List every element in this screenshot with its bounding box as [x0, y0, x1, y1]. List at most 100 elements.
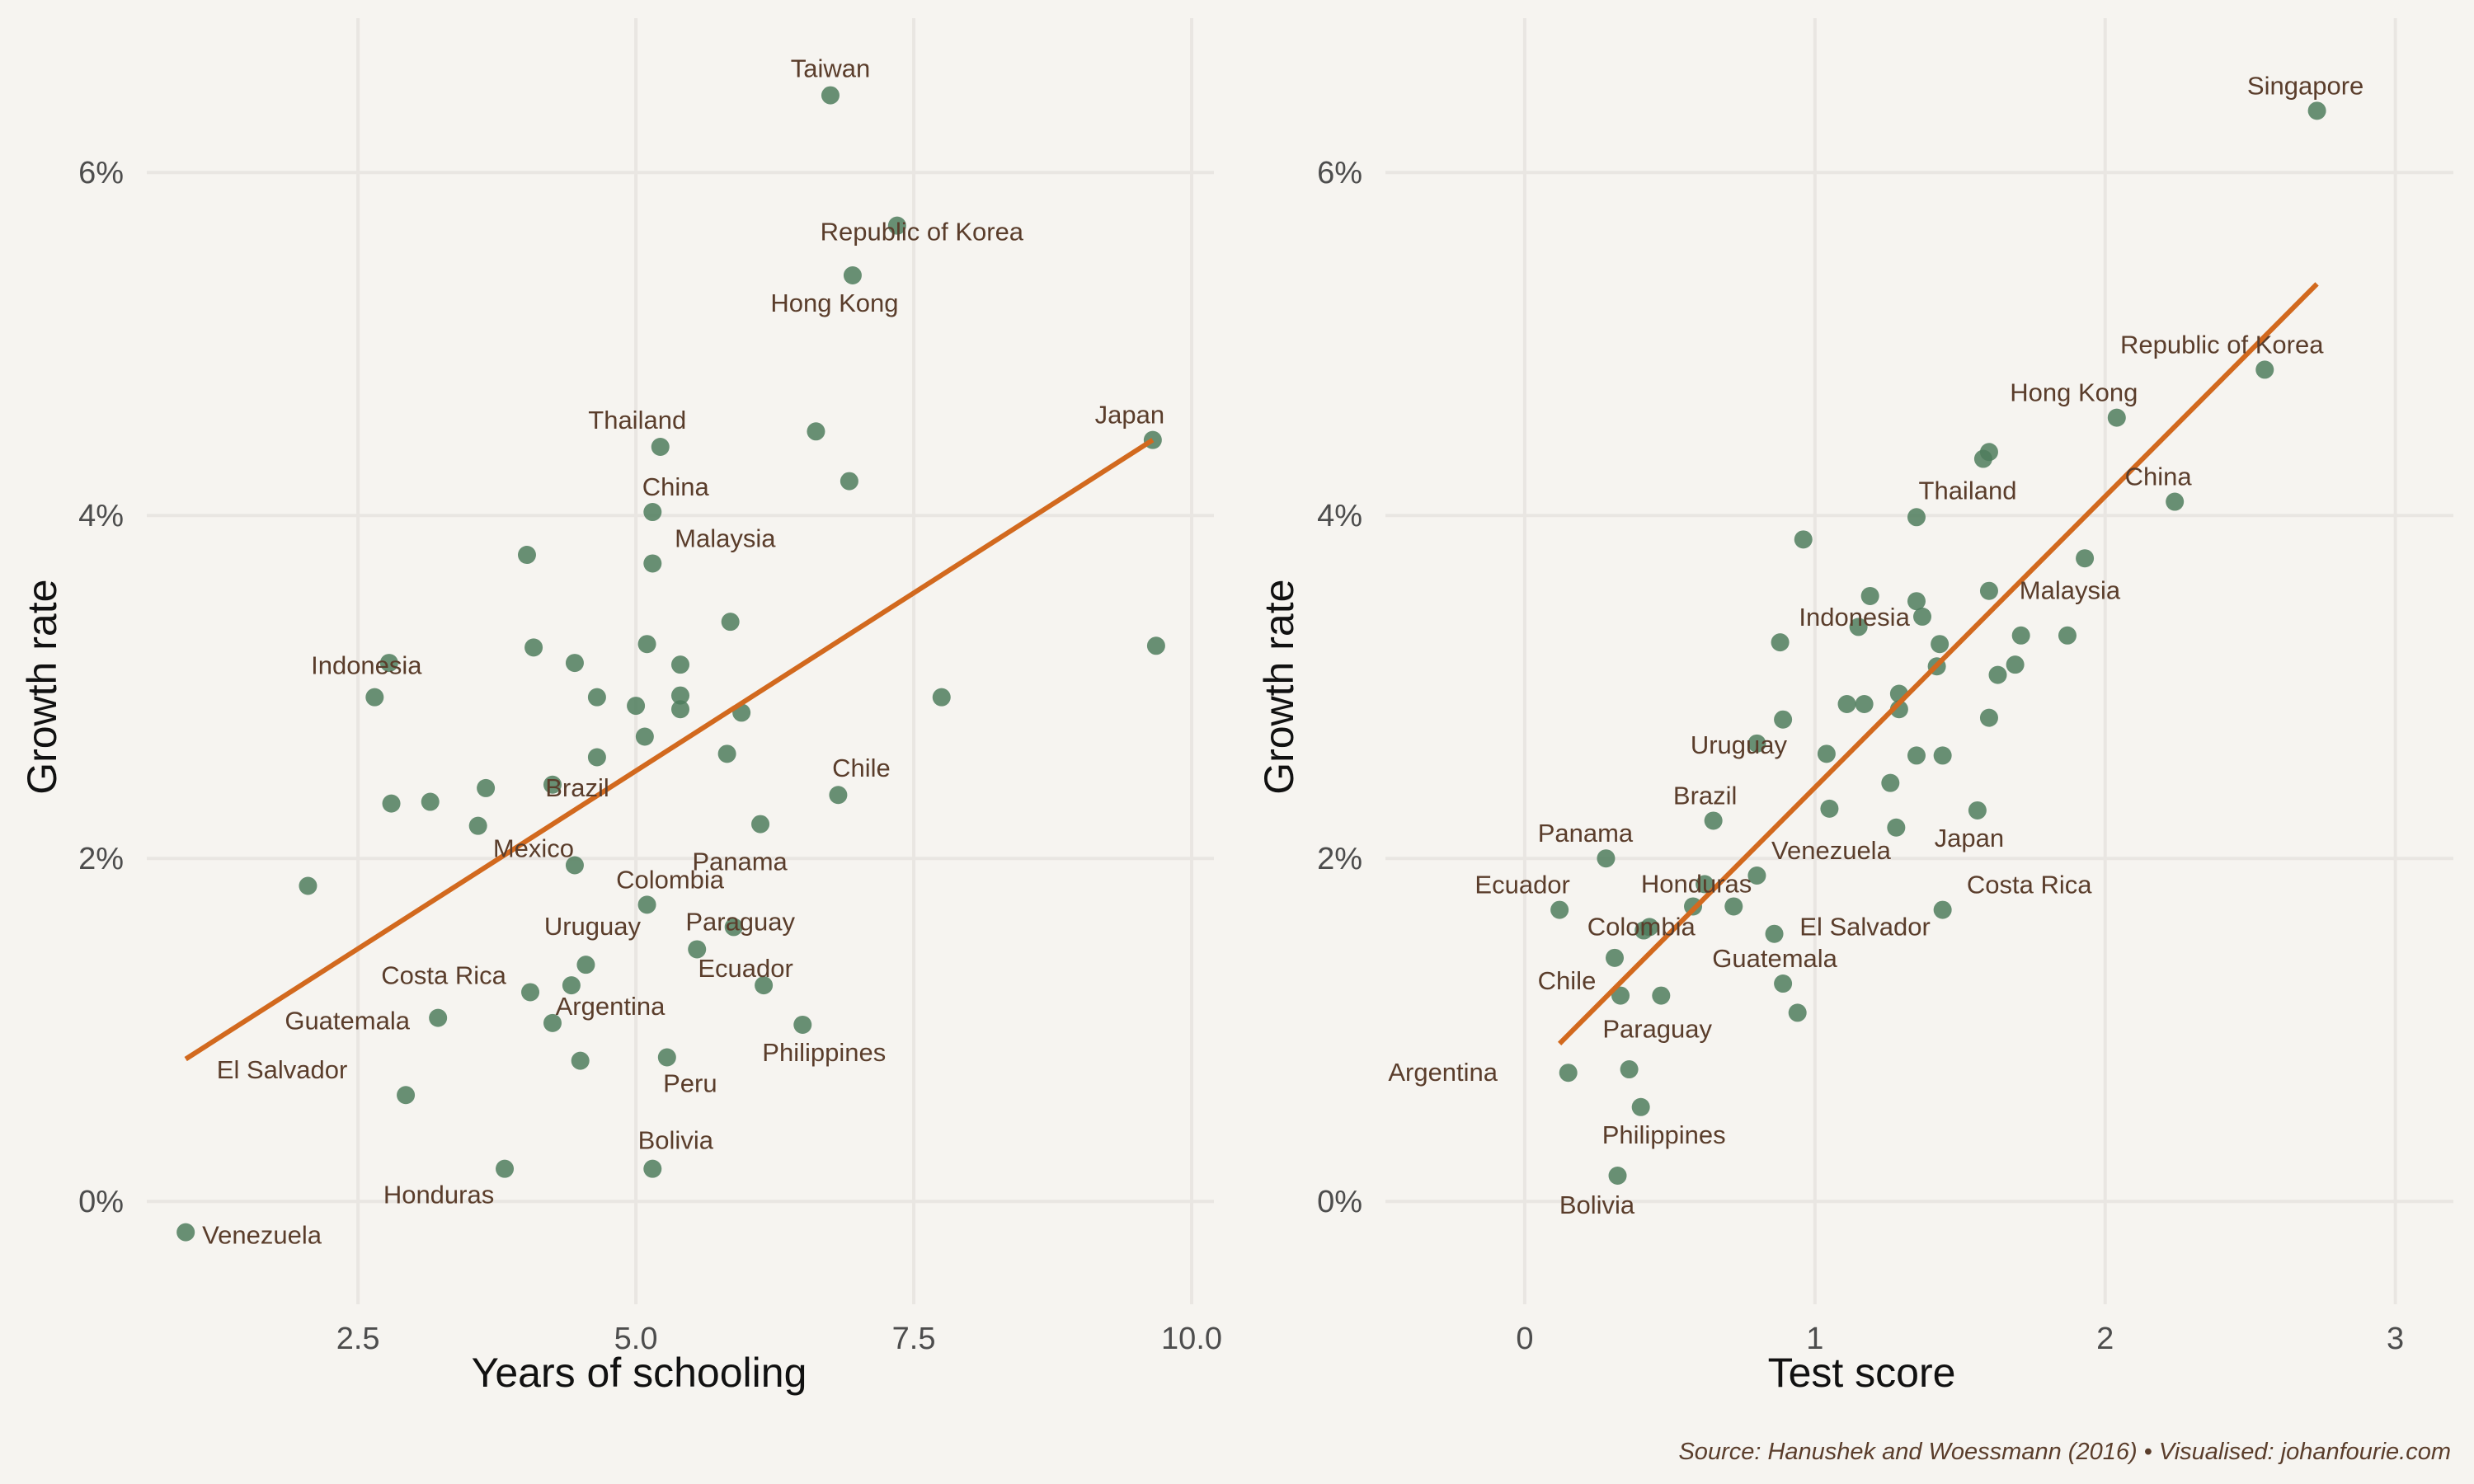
point-label: Hong Kong	[2010, 378, 2138, 407]
point-label: Thailand	[1919, 476, 2017, 505]
data-point	[1931, 635, 1950, 654]
data-point	[397, 1086, 416, 1105]
point-label: Peru	[663, 1068, 717, 1097]
x-axis-title: Years of schooling	[472, 1350, 807, 1396]
point-label: Japan	[1095, 401, 1164, 430]
data-point	[637, 635, 656, 654]
data-point	[1550, 900, 1569, 919]
data-point	[643, 1159, 662, 1178]
data-point	[1887, 818, 1906, 837]
point-label: Venezuela	[1771, 836, 1892, 865]
fit-line	[184, 438, 1155, 1062]
data-point	[635, 727, 654, 746]
data-point	[1794, 530, 1813, 549]
point-label: Paraguay	[1602, 1014, 1712, 1043]
point-label: Panama	[692, 848, 788, 876]
data-point	[688, 940, 707, 959]
point-label: Bolivia	[1559, 1190, 1635, 1219]
y-tick-label: 6%	[78, 156, 124, 190]
data-point	[517, 546, 536, 565]
point-label: Guatemala	[1712, 944, 1837, 973]
data-point	[576, 956, 595, 974]
data-point	[724, 918, 743, 937]
x-tick-label: 2	[2096, 1322, 2114, 1356]
data-point	[932, 688, 951, 707]
data-point	[1881, 773, 1900, 792]
data-point	[1765, 924, 1784, 943]
data-point	[1907, 592, 1926, 611]
data-point	[2166, 492, 2185, 511]
x-tick-label: 3	[2387, 1322, 2404, 1356]
point-label: Colombia	[616, 865, 725, 894]
point-label: Panama	[1538, 819, 1634, 848]
point-label: Uruguay	[544, 912, 642, 941]
data-point	[2006, 655, 2025, 674]
data-point	[421, 792, 440, 811]
data-point	[829, 786, 848, 805]
data-point	[671, 655, 689, 674]
point-label: Ecuador	[698, 954, 793, 983]
data-point	[2307, 101, 2326, 120]
data-point	[2076, 549, 2095, 568]
data-point	[1774, 710, 1793, 729]
data-point	[717, 744, 736, 763]
point-label: El Salvador	[1799, 913, 1931, 942]
data-point	[1774, 974, 1793, 993]
data-point	[1747, 734, 1766, 753]
x-tick-label: 10.0	[1161, 1322, 1222, 1356]
data-point	[721, 613, 740, 632]
x-tick-label: 2.5	[336, 1322, 380, 1356]
data-point	[468, 816, 487, 835]
data-point	[1652, 986, 1671, 1005]
data-point	[587, 748, 606, 767]
data-point	[1608, 1167, 1627, 1185]
data-point	[1771, 633, 1790, 652]
point-label: El Salvador	[217, 1055, 348, 1084]
data-point	[1817, 744, 1836, 763]
y-axis-title: Growth rate	[19, 580, 65, 795]
point-label: Japan	[1935, 824, 2004, 852]
point-label: Costa Rica	[381, 960, 506, 989]
data-point	[2011, 626, 2030, 645]
data-point	[651, 438, 670, 456]
point-label: Uruguay	[1691, 730, 1788, 759]
data-point	[1631, 1097, 1650, 1116]
data-point	[1696, 875, 1714, 894]
data-point	[1559, 1064, 1578, 1082]
data-point	[1913, 607, 1932, 626]
data-point	[521, 983, 540, 1002]
point-label: Argentina	[1388, 1058, 1498, 1087]
x-tick-label: 0	[1516, 1322, 1533, 1356]
data-point	[627, 697, 646, 716]
data-point	[657, 1048, 676, 1067]
y-tick-label: 4%	[1317, 499, 1362, 533]
point-label: Mexico	[493, 834, 574, 863]
data-point	[1724, 897, 1743, 916]
data-point	[2255, 360, 2274, 379]
data-point	[2058, 626, 2077, 645]
data-point	[1606, 948, 1625, 967]
data-point	[1855, 695, 1874, 713]
data-point	[821, 86, 840, 105]
point-label: Honduras	[1641, 869, 1752, 898]
data-point	[565, 856, 584, 875]
data-point	[382, 794, 401, 813]
data-point	[840, 472, 858, 491]
point-label: Malaysia	[2020, 576, 2121, 605]
y-axis-title: Growth rate	[1256, 580, 1302, 795]
data-point	[1837, 695, 1856, 713]
data-point	[1620, 1060, 1639, 1079]
point-label: Venezuela	[202, 1221, 322, 1250]
data-point	[562, 976, 581, 995]
point-label: Philippines	[762, 1038, 886, 1067]
point-label: Chile	[832, 754, 891, 782]
data-point	[1933, 900, 1952, 919]
point-label: Brazil	[1673, 781, 1738, 810]
data-point	[1968, 801, 1987, 819]
data-point	[299, 876, 317, 895]
data-point	[671, 700, 689, 719]
data-point	[543, 1013, 562, 1032]
panel-1: 2.5 5.0 7.5 10.0 0% 2% 4% 6% Years of schooling G…	[19, 18, 1222, 1396]
data-point	[429, 1008, 448, 1027]
